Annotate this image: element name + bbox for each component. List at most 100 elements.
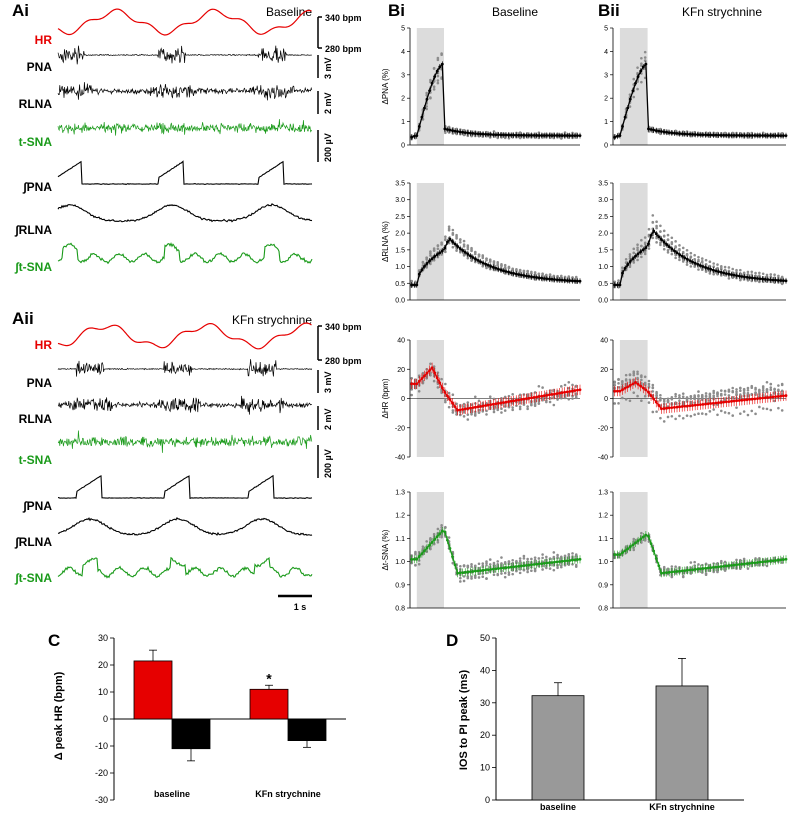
- animal-point: [659, 396, 662, 400]
- animal-point: [659, 241, 662, 245]
- animal-point: [640, 80, 643, 84]
- animal-point: [678, 399, 681, 403]
- mean-point: [412, 382, 416, 386]
- y-tick-label: 1.1: [395, 536, 405, 543]
- animal-point: [735, 406, 738, 409]
- mean-point: [647, 242, 650, 246]
- mean-point: [631, 89, 635, 93]
- y-tick-label: 2.5: [598, 214, 608, 221]
- mean-point: [430, 81, 434, 85]
- animal-point: [492, 573, 496, 577]
- animal-point: [414, 564, 417, 567]
- mean-point: [660, 130, 663, 133]
- animal-point: [488, 395, 492, 398]
- mean-point: [714, 401, 718, 405]
- animal-point: [421, 371, 425, 375]
- animal-point: [459, 240, 462, 244]
- animal-point: [556, 553, 559, 557]
- animal-point: [662, 235, 666, 238]
- animal-point: [723, 568, 727, 571]
- mean-point: [761, 396, 765, 400]
- mean-point: [481, 261, 485, 265]
- animal-point: [651, 214, 655, 217]
- animal-point: [429, 252, 432, 255]
- animal-point: [567, 554, 571, 558]
- mean-point: [685, 257, 689, 261]
- y-tick-label: 1.5: [598, 247, 608, 254]
- animal-point: [628, 373, 632, 377]
- animal-point: [636, 87, 639, 91]
- mean-point: [570, 558, 574, 562]
- mean-point: [654, 232, 658, 236]
- animal-point: [628, 105, 632, 108]
- animal-point: [750, 384, 754, 388]
- animal-point: [533, 271, 537, 274]
- animal-point: [647, 234, 651, 238]
- animal-point: [477, 399, 481, 403]
- y-tick-label: 0.8: [395, 606, 405, 613]
- animal-point: [455, 249, 458, 252]
- animal-point: [488, 407, 492, 411]
- animal-point: [485, 258, 488, 262]
- animal-point: [708, 410, 712, 413]
- y-tick-label: 1.0: [395, 559, 405, 566]
- mean-point: [706, 267, 710, 270]
- mean-point: [522, 274, 526, 277]
- animal-point: [678, 258, 681, 262]
- mean-point: [453, 129, 457, 133]
- panel-a: Ai Baseline Aii KFn strychnine HR PNA RL…: [12, 1, 362, 612]
- mean-point: [494, 133, 498, 137]
- y-tick-label: 3: [401, 72, 405, 79]
- mean-point: [542, 394, 546, 398]
- condition-kfn: KFn strychnine: [232, 313, 312, 327]
- animal-point: [723, 560, 727, 564]
- mean-point: [647, 390, 650, 394]
- animal-point: [533, 273, 537, 276]
- mean-point: [737, 399, 741, 402]
- animal-point: [537, 557, 541, 560]
- scale-tsna-2: 200 µV: [323, 449, 333, 478]
- animal-point: [651, 386, 655, 390]
- int-pna-trace-baseline: [57, 160, 313, 186]
- animal-point: [643, 252, 647, 256]
- mean-point: [512, 272, 516, 275]
- animal-point: [670, 575, 674, 579]
- animal-point: [511, 392, 514, 396]
- animal-point: [432, 85, 436, 89]
- y-tick-label: 1.2: [598, 513, 608, 520]
- animal-point: [624, 382, 628, 386]
- label-tsna-2: t-SNA: [19, 453, 53, 467]
- animal-point: [727, 277, 731, 280]
- mean-point: [769, 395, 772, 399]
- animal-point: [681, 395, 685, 399]
- mean-point: [435, 376, 439, 380]
- y-tick-label: 4: [604, 49, 608, 56]
- animal-point: [417, 562, 421, 566]
- mean-point: [766, 278, 770, 281]
- mean-point: [724, 564, 728, 568]
- animal-point: [712, 408, 715, 411]
- label-int-rlna-2: ∫RLNA: [14, 535, 52, 549]
- animal-point: [697, 412, 700, 416]
- animal-point: [481, 575, 485, 579]
- animal-point: [563, 393, 567, 397]
- mean-point: [691, 568, 694, 572]
- mean-point: [514, 272, 518, 276]
- animal-point: [727, 411, 731, 415]
- animal-point: [769, 393, 773, 397]
- mean-point: [550, 277, 554, 281]
- mean-point: [722, 133, 726, 137]
- animal-point: [533, 569, 537, 572]
- mean-point: [440, 62, 444, 66]
- animal-point: [704, 258, 708, 262]
- mean-point: [774, 134, 778, 137]
- animal-point: [462, 402, 466, 406]
- mean-point: [678, 405, 682, 409]
- animal-point: [477, 411, 481, 414]
- mean-point: [769, 559, 772, 563]
- animal-point: [719, 409, 723, 413]
- animal-point: [678, 394, 681, 397]
- mean-point: [782, 394, 785, 398]
- mean-point: [540, 394, 544, 398]
- animal-point: [500, 572, 503, 575]
